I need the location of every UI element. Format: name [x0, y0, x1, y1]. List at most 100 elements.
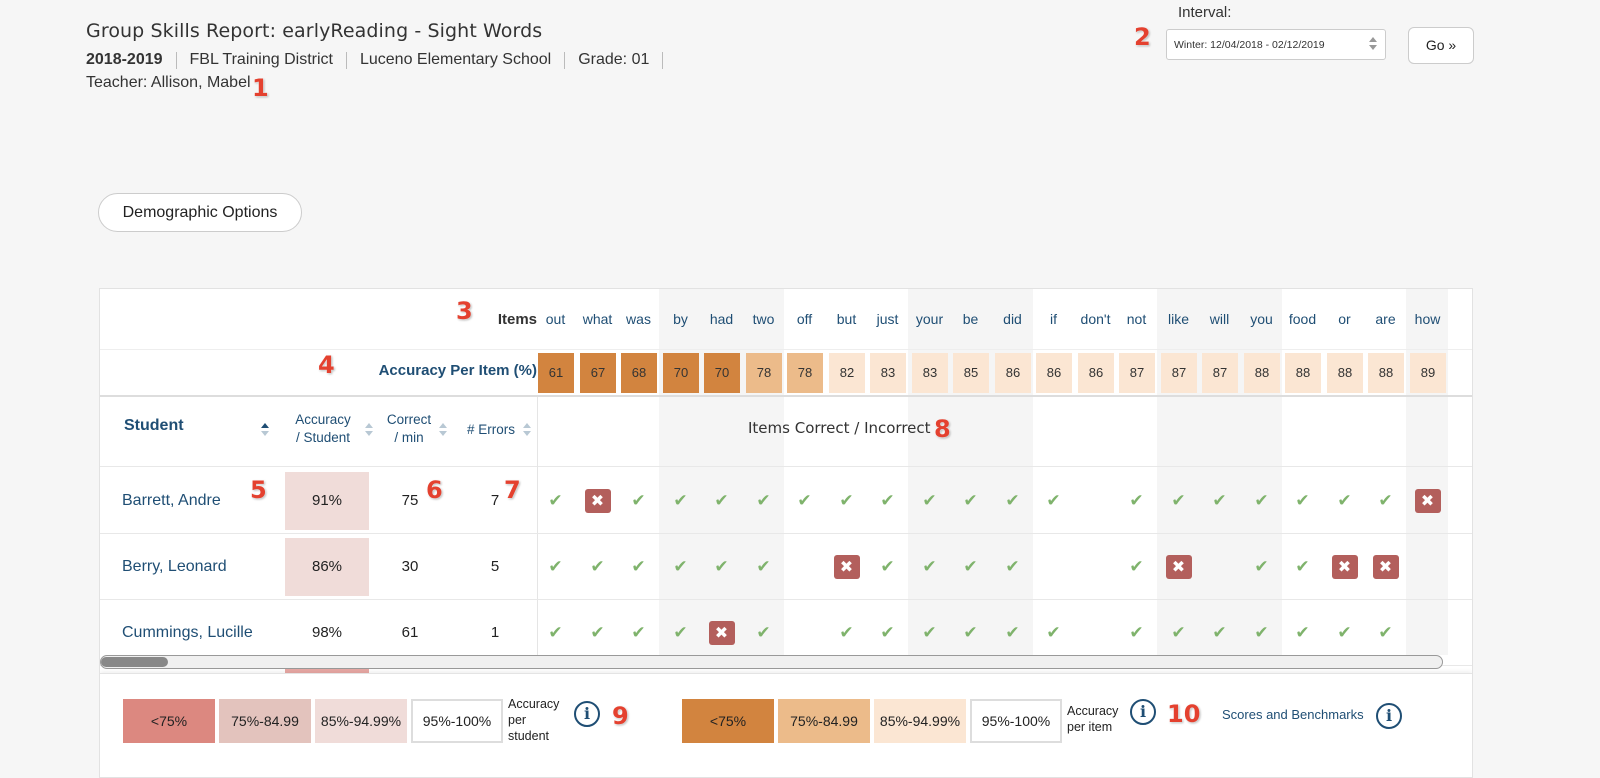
column-shade [659, 289, 701, 655]
check-icon: ✔ [880, 491, 895, 511]
check-icon: ✔ [963, 491, 978, 511]
check-icon: ✔ [1240, 487, 1283, 515]
item-accuracy-cell: 85 [953, 353, 989, 393]
item-accuracy-cell: 78 [787, 353, 823, 393]
errors-header[interactable]: # Errors [466, 422, 515, 437]
accuracy-student-header[interactable]: Accuracy / Student [288, 411, 358, 447]
check-icon: ✔ [991, 553, 1034, 581]
caption-line: per item [1067, 720, 1113, 734]
item-word: will [1209, 311, 1230, 327]
info-icon[interactable]: i [1130, 699, 1156, 725]
student-accuracy: 86% [285, 538, 369, 596]
check-icon: ✔ [922, 491, 937, 511]
sort-arrows-icon[interactable] [439, 423, 447, 436]
demographic-options-button[interactable]: Demographic Options [98, 193, 302, 232]
check-icon: ✔ [922, 557, 937, 577]
check-icon: ✔ [756, 623, 771, 643]
legend-swatch: 75%-84.99 [778, 699, 870, 743]
check-icon: ✔ [548, 557, 563, 577]
item-word: don't [1080, 311, 1111, 327]
scores-benchmarks-link[interactable]: Scores and Benchmarks [1222, 707, 1364, 722]
items-row: Items [100, 289, 1472, 349]
check-icon: ✔ [1323, 619, 1366, 647]
caption-line: per [508, 713, 527, 727]
school-name: Luceno Elementary School [359, 51, 552, 68]
scrollbar-thumb[interactable] [101, 657, 168, 667]
check-icon: ✔ [991, 619, 1034, 647]
check-icon: ✔ [590, 557, 605, 577]
column-divider [537, 397, 538, 662]
check-icon: ✔ [534, 487, 577, 515]
check-icon: ✔ [1323, 487, 1366, 515]
check-icon: ✔ [866, 487, 909, 515]
interval-selected-value: Winter: 12/04/2018 - 02/12/2019 [1174, 39, 1325, 51]
divider [564, 51, 566, 69]
sort-arrows-icon[interactable] [365, 423, 373, 436]
callout-5: 5 [250, 476, 267, 504]
go-button[interactable]: Go » [1408, 27, 1474, 64]
cross-icon: ✖ [708, 621, 735, 645]
check-icon: ✔ [1157, 487, 1200, 515]
check-icon: ✔ [880, 557, 895, 577]
callout-6: 6 [426, 476, 443, 504]
callout-2: 2 [1134, 23, 1151, 51]
check-icon: ✔ [1157, 619, 1200, 647]
cross-icon: ✖ [576, 487, 619, 515]
item-accuracy-cell: 87 [1202, 353, 1238, 393]
interval-select[interactable]: Winter: 12/04/2018 - 02/12/2019 [1166, 29, 1386, 60]
item-accuracy-cell: 86 [995, 353, 1031, 393]
item-word: two [752, 311, 775, 327]
check-icon: ✔ [866, 619, 909, 647]
horizontal-scrollbar[interactable] [100, 655, 1443, 669]
table-row: Cummings, Lucille 98% 61 1 ✔ ✔ ✔ ✔ ✖ ✔ ✔ ✔ ✔ ✔ ✔ ✔ ✔ ✔ ✔ ✔ ✔… [100, 600, 1472, 666]
check-icon: ✔ [1254, 491, 1269, 511]
cross-icon: ✖ [700, 619, 743, 647]
item-word: you [1250, 311, 1273, 327]
column-shade [991, 289, 1033, 655]
cross-icon: ✖ [1364, 553, 1407, 581]
item-word: if [1050, 311, 1057, 327]
check-icon: ✔ [839, 623, 854, 643]
check-icon: ✔ [534, 619, 577, 647]
callout-10: 10 [1167, 700, 1201, 728]
item-word: but [836, 311, 857, 327]
legend-swatch: 85%-94.99% [874, 699, 966, 743]
check-icon: ✔ [1337, 491, 1352, 511]
legend-swatch: 95%-100% [411, 699, 503, 743]
header-line: Correct [386, 412, 432, 427]
legend-swatch: 85%-94.99% [315, 699, 407, 743]
student-name-link[interactable]: Barrett, Andre [122, 492, 221, 509]
item-accuracy-cell: 88 [1244, 353, 1280, 393]
header-line: / Student [295, 430, 351, 445]
sort-arrows-icon[interactable] [523, 423, 531, 436]
column-shade [1406, 289, 1448, 655]
legend-swatch: 95%-100% [970, 699, 1062, 743]
info-icon[interactable]: i [1376, 703, 1402, 729]
check-icon: ✔ [1295, 557, 1310, 577]
cross-icon: ✖ [1372, 555, 1399, 579]
check-icon: ✔ [1254, 557, 1269, 577]
check-icon: ✔ [880, 623, 895, 643]
check-icon: ✔ [631, 623, 646, 643]
student-column-header[interactable]: Student [124, 417, 184, 434]
item-accuracy-cell: 86 [1036, 353, 1072, 393]
student-name-link[interactable]: Berry, Leonard [122, 558, 227, 575]
correct-per-min-header[interactable]: Correct / min [378, 411, 440, 447]
divider [662, 51, 664, 69]
item-word: had [709, 311, 734, 327]
legend-swatch: <75% [123, 699, 215, 743]
school-year: 2018-2019 [86, 51, 163, 68]
legend-student-caption: Accuracy per student [508, 696, 559, 744]
callout-7: 7 [504, 476, 521, 504]
check-icon: ✔ [1240, 619, 1283, 647]
check-icon: ✔ [1171, 491, 1186, 511]
student-name-link[interactable]: Cummings, Lucille [122, 624, 253, 641]
check-icon: ✔ [631, 491, 646, 511]
check-icon: ✔ [742, 619, 785, 647]
item-accuracy-cell: 88 [1327, 353, 1363, 393]
check-icon: ✔ [576, 553, 619, 581]
sort-arrows-icon[interactable] [261, 423, 269, 436]
check-icon: ✔ [1254, 623, 1269, 643]
info-icon[interactable]: i [574, 701, 600, 727]
skills-table: Items Accuracy Per Item (%) 3 4 out 61 wha… [99, 288, 1473, 778]
